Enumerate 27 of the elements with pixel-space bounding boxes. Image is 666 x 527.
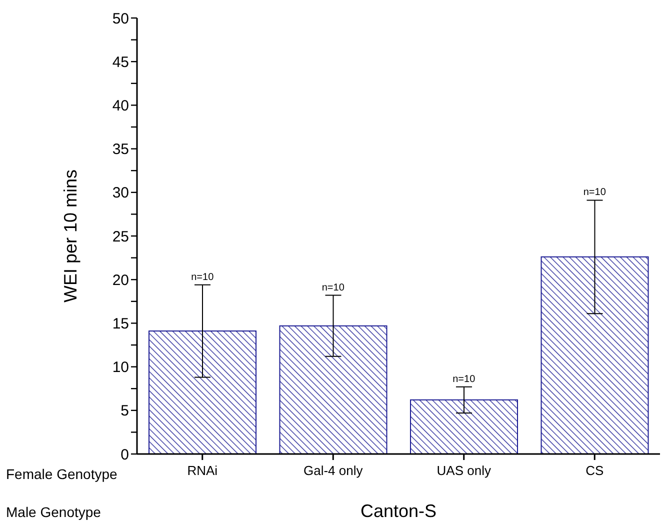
x-tick-label: Gal-4 only: [304, 463, 364, 478]
y-tick-label: 5: [120, 402, 129, 420]
y-tick-label: 40: [112, 98, 129, 115]
bar: [540, 256, 649, 454]
y-tick-label: 50: [112, 10, 129, 28]
x-tick-label: UAS only: [436, 463, 492, 478]
bar: [279, 325, 388, 454]
x-axis-title: Canton-S: [360, 501, 437, 521]
y-tick-label: 0: [120, 446, 129, 464]
y-axis-title: WEI per 10 mins: [60, 169, 80, 303]
annotation: n=10: [191, 272, 214, 283]
text: Male Genotype: [6, 504, 101, 520]
text: Female Genotype: [6, 466, 118, 482]
annotation: n=10: [583, 187, 606, 198]
x-tick-label: CS: [586, 463, 604, 478]
y-tick-label: 20: [112, 272, 129, 289]
y-tick-label: 25: [112, 228, 129, 246]
y-tick-label: 30: [112, 184, 129, 202]
y-tick-label: 15: [112, 316, 129, 333]
y-tick-label: 10: [112, 359, 129, 376]
annotation: n=10: [452, 374, 476, 385]
x-tick-label: RNAi: [187, 463, 218, 478]
y-tick-label: 35: [112, 141, 129, 158]
annotation: n=10: [322, 282, 345, 294]
y-tick-label: 45: [112, 54, 129, 71]
bar: [148, 330, 256, 454]
bar: [410, 399, 518, 454]
